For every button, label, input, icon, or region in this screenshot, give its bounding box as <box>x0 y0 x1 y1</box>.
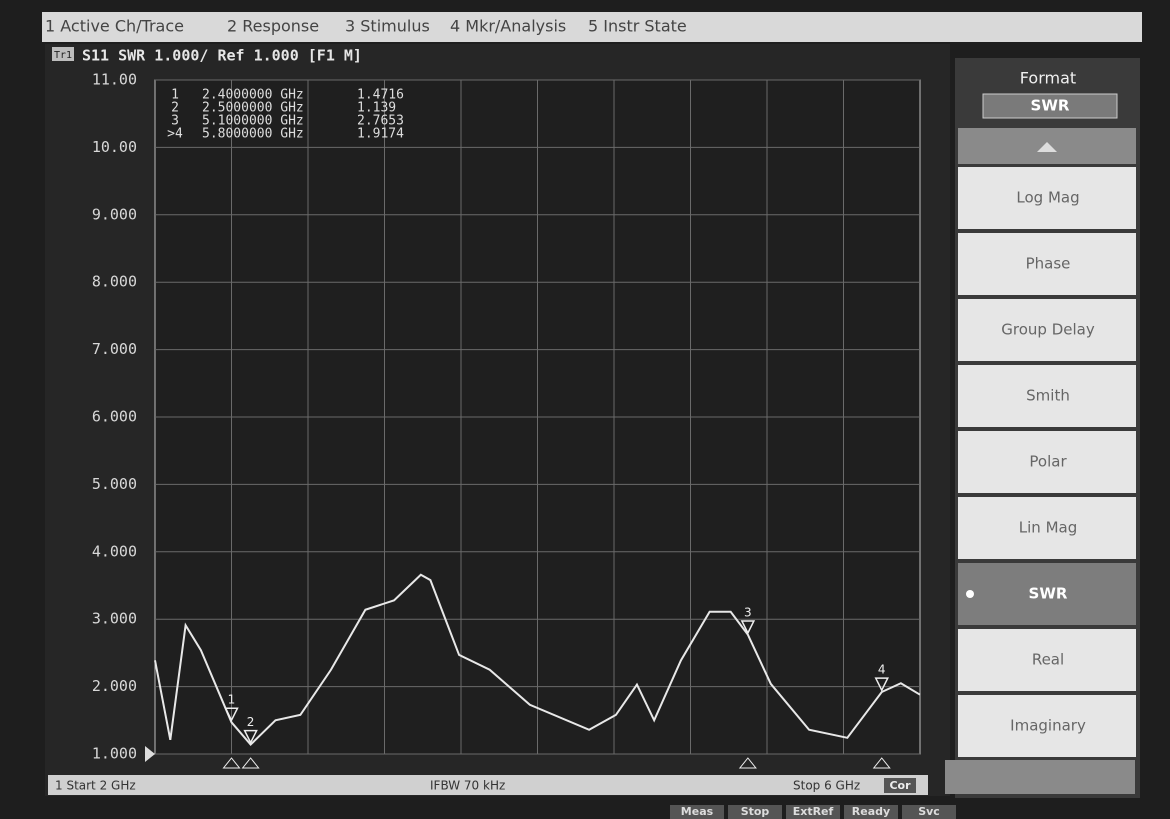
y-tick-label: 1.000 <box>92 745 137 763</box>
menu-tab[interactable]: 5 Instr State <box>588 17 687 36</box>
marker-name: 1 <box>228 693 236 707</box>
y-tick-label: 11.00 <box>92 71 137 89</box>
readout-value: 1.9174 <box>357 127 404 142</box>
softkey-label: SWR <box>1029 585 1068 603</box>
selected-dot <box>966 590 974 598</box>
footer-label: Ready <box>852 805 890 818</box>
softkey-label: Imaginary <box>1010 717 1086 735</box>
scroll-down[interactable] <box>945 760 1135 794</box>
y-tick-label: 10.00 <box>92 138 137 156</box>
softkey-label: Group Delay <box>1001 321 1095 339</box>
softkey-title: Format <box>1020 69 1076 88</box>
softkey-label: Lin Mag <box>1019 519 1077 537</box>
chart-title: S11 SWR 1.000/ Ref 1.000 [F1 M] <box>82 47 362 65</box>
trace-tag: Tr1 <box>54 50 72 61</box>
footer-label: Svc <box>918 805 940 818</box>
menu-tab[interactable]: 2 Response <box>227 17 319 36</box>
footer-label: ExtRef <box>793 805 834 818</box>
readout-freq: 5.8000000 GHz <box>202 127 304 142</box>
menu-tab[interactable]: 3 Stimulus <box>345 17 430 36</box>
status-cor: Cor <box>889 779 911 792</box>
softkey-label: Phase <box>1026 255 1071 273</box>
status-ifbw: IFBW 70 kHz <box>430 779 505 793</box>
screen: Tr1 S11 SWR 1.000/ Ref 1.000 [F1 M] 1 St… <box>0 0 1170 819</box>
y-tick-label: 4.000 <box>92 542 137 560</box>
softkey-label: Smith <box>1026 387 1070 405</box>
menu-tab[interactable]: 4 Mkr/Analysis <box>450 17 566 36</box>
status-stop: Stop 6 GHz <box>793 779 860 793</box>
y-tick-label: 8.000 <box>92 273 137 291</box>
footer-label: Stop <box>741 805 770 818</box>
readout-id: >4 <box>167 127 183 142</box>
current-format: SWR <box>1031 97 1070 115</box>
y-tick-label: 9.000 <box>92 205 137 223</box>
y-tick-label: 5.000 <box>92 475 137 493</box>
y-tick-label: 2.000 <box>92 677 137 695</box>
softkey-label: Polar <box>1029 453 1067 471</box>
marker-name: 2 <box>247 715 255 729</box>
y-tick-label: 6.000 <box>92 408 137 426</box>
y-tick-label: 7.000 <box>92 340 137 358</box>
softkey-label: Real <box>1032 651 1064 669</box>
menu-tab[interactable]: 1 Active Ch/Trace <box>45 17 184 36</box>
y-tick-label: 3.000 <box>92 610 137 628</box>
marker-name: 3 <box>744 606 752 620</box>
marker-name: 4 <box>878 663 886 677</box>
footer-label: Meas <box>681 805 714 818</box>
status-start: 1 Start 2 GHz <box>55 779 136 793</box>
softkey-label: Log Mag <box>1016 189 1079 207</box>
